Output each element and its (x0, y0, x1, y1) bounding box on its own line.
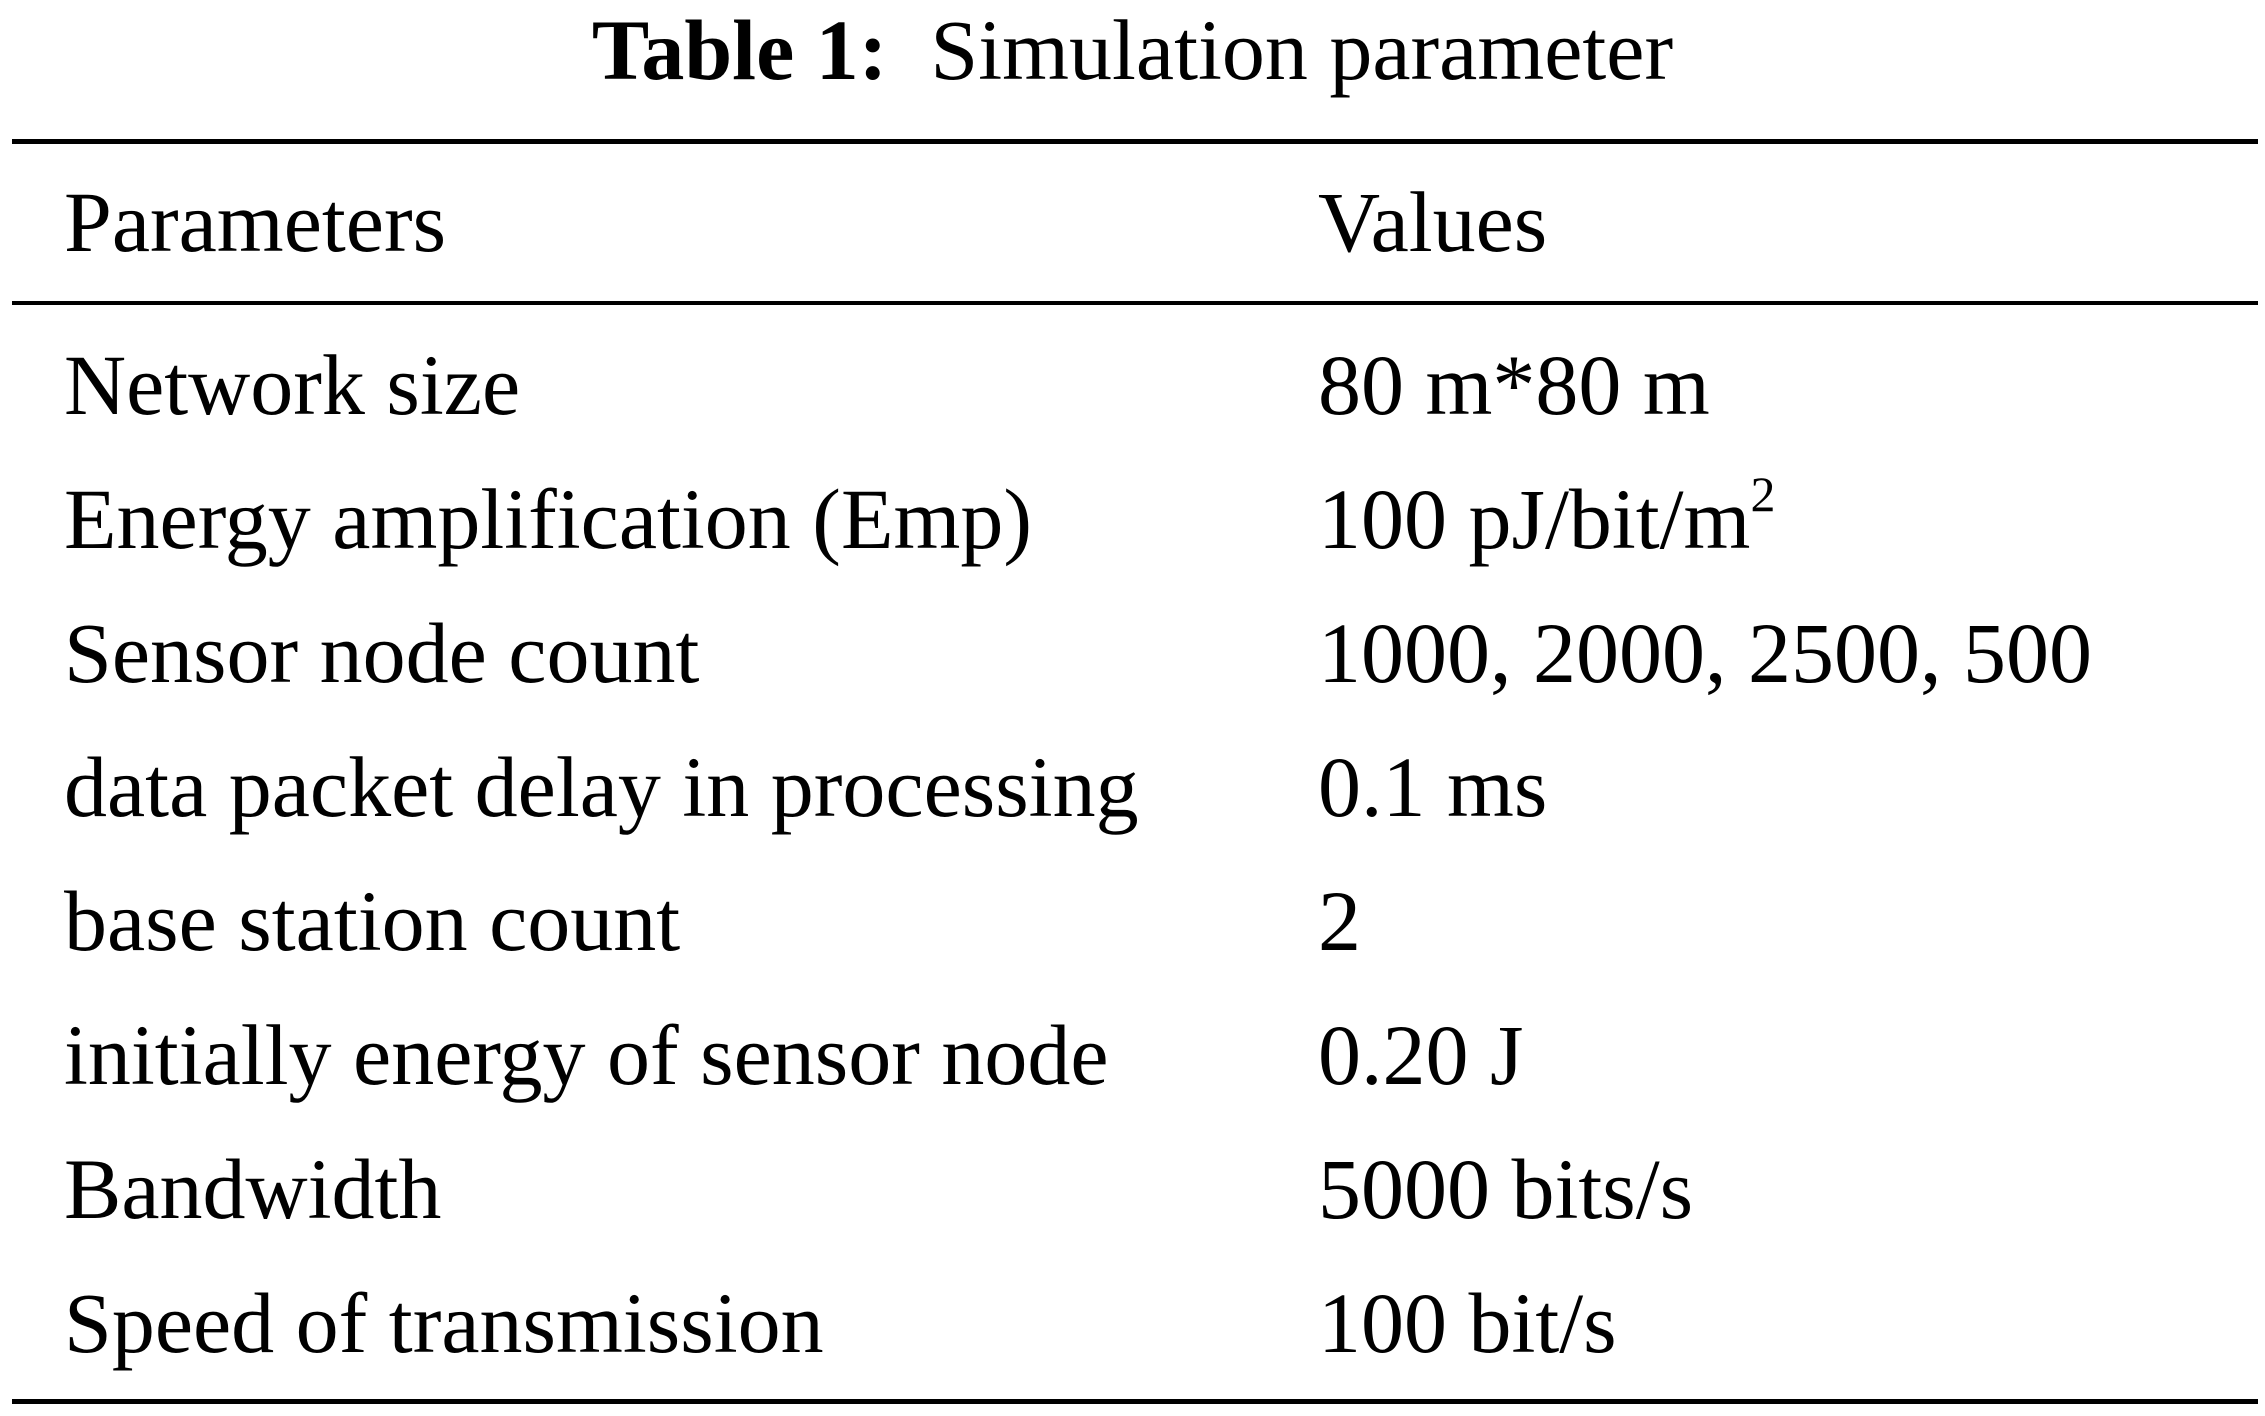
bottom-rule (12, 1399, 2258, 1404)
row-packet-delay-value: 0.1 ms (1318, 739, 1548, 835)
row-energy-amplification-parameter: Energy amplification (Emp) (64, 471, 1033, 567)
row-initial-energy-value: 0.20 J (1318, 1007, 1524, 1103)
row-base-station-count-parameter: base station count (64, 873, 681, 969)
table-title: Simulation parameter (930, 2, 1674, 98)
row-energy-amplification-value: 100 pJ/bit/m2 (1318, 469, 1775, 569)
table-number: Table 1: (591, 2, 888, 98)
energy-amplification-value-text: 100 pJ/bit/m (1318, 471, 1751, 567)
header-parameters: Parameters (64, 174, 447, 270)
row-network-size-parameter: Network size (64, 337, 521, 433)
row-packet-delay-parameter: data packet delay in processing (64, 739, 1139, 835)
row-initial-energy-parameter: initially energy of sensor node (64, 1007, 1109, 1103)
table-caption: Table 1: Simulation parameter (0, 0, 2265, 100)
row-network-size-value: 80 m*80 m (1318, 337, 1710, 433)
row-sensor-node-count-value: 1000, 2000, 2500, 500 (1318, 605, 2092, 701)
header-values: Values (1318, 174, 1548, 270)
header-rule (12, 301, 2258, 305)
row-bandwidth-parameter: Bandwidth (64, 1141, 442, 1237)
top-rule (12, 139, 2258, 144)
energy-amplification-exponent: 2 (1750, 466, 1776, 522)
row-transmission-speed-value: 100 bit/s (1318, 1275, 1617, 1371)
row-base-station-count-value: 2 (1318, 873, 1361, 969)
row-bandwidth-value: 5000 bits/s (1318, 1141, 1694, 1237)
row-sensor-node-count-parameter: Sensor node count (64, 605, 700, 701)
row-transmission-speed-parameter: Speed of transmission (64, 1275, 824, 1371)
